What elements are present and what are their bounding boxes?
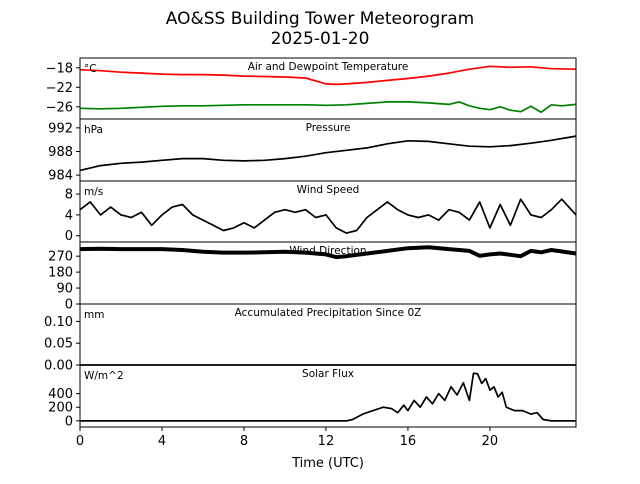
y-tick-label-1-2: 984 <box>48 169 73 184</box>
y-tick-label-2-1: 4 <box>65 208 73 223</box>
panel-unit-1: hPa <box>84 124 103 136</box>
y-tick-label-4-2: 0.00 <box>44 359 73 374</box>
y-tick-label-0-0: −18 <box>46 61 73 76</box>
panels-group: −18 −22 −26 Air and Dewpoint Temperature °C 9… <box>44 57 577 449</box>
series-line-5-0 <box>80 372 576 422</box>
panel-unit-4: mm <box>84 309 104 321</box>
panel-2: 8 4 0 Wind Speed m/s <box>65 180 577 244</box>
x-axis-label: Time (UTC) <box>291 456 364 471</box>
series-line-3-0 <box>79 245 577 260</box>
panel-1: 992 988 984 Pressure hPa <box>48 118 577 184</box>
panel-unit-5: W/m^2 <box>84 370 124 382</box>
x-tick-label-3: 12 <box>318 434 335 449</box>
y-tick-label-2-0: 8 <box>65 188 73 203</box>
y-tick-label-3-1: 180 <box>48 266 73 281</box>
panel-frame-5 <box>79 364 577 428</box>
y-tick-label-5-0: 400 <box>48 387 73 402</box>
y-tick-label-2-2: 0 <box>65 229 73 244</box>
figure-title-line2: 2025-01-20 <box>271 29 370 49</box>
x-tick-label-5: 20 <box>482 434 499 449</box>
y-tick-label-0-1: −22 <box>46 81 73 96</box>
panel-title-5: Solar Flux <box>302 368 354 380</box>
x-tick-label-0: 0 <box>76 434 84 449</box>
y-tick-label-1-1: 988 <box>48 145 73 160</box>
y-tick-label-3-3: 0 <box>65 298 73 313</box>
series-line-2-0 <box>79 198 577 234</box>
y-tick-label-5-1: 200 <box>48 401 73 416</box>
panel-0: −18 −22 −26 Air and Dewpoint Temperature °C <box>46 57 577 120</box>
y-tick-label-4-0: 0.10 <box>44 315 73 330</box>
x-tick-label-1: 4 <box>158 434 166 449</box>
panel-4: 0.10 0.05 0.00 Accumulated Precipitation Si… <box>44 303 577 374</box>
series-line-0-1 <box>79 101 577 114</box>
y-tick-label-0-2: −26 <box>46 100 73 115</box>
panel-title-3: Wind Direction <box>289 245 366 257</box>
x-tick-label-4: 16 <box>400 434 417 449</box>
panel-unit-0: °C <box>84 63 97 75</box>
x-tick-label-2: 8 <box>240 434 248 449</box>
panel-title-1: Pressure <box>306 122 351 134</box>
panel-title-0: Air and Dewpoint Temperature <box>248 61 409 73</box>
y-tick-label-3-0: 270 <box>48 250 73 265</box>
series-line-1-0 <box>79 135 577 172</box>
panel-title-2: Wind Speed <box>297 184 360 196</box>
y-tick-label-5-2: 0 <box>65 414 73 429</box>
y-tick-label-3-2: 90 <box>56 282 73 297</box>
figure-title-line1: AO&SS Building Tower Meteorogram <box>166 9 474 29</box>
panel-unit-2: m/s <box>84 186 103 198</box>
panel-title-4: Accumulated Precipitation Since 0Z <box>235 307 422 319</box>
y-tick-label-4-1: 0.05 <box>44 337 73 352</box>
y-tick-label-1-0: 992 <box>48 121 73 136</box>
series-line-0-0 <box>79 65 577 86</box>
